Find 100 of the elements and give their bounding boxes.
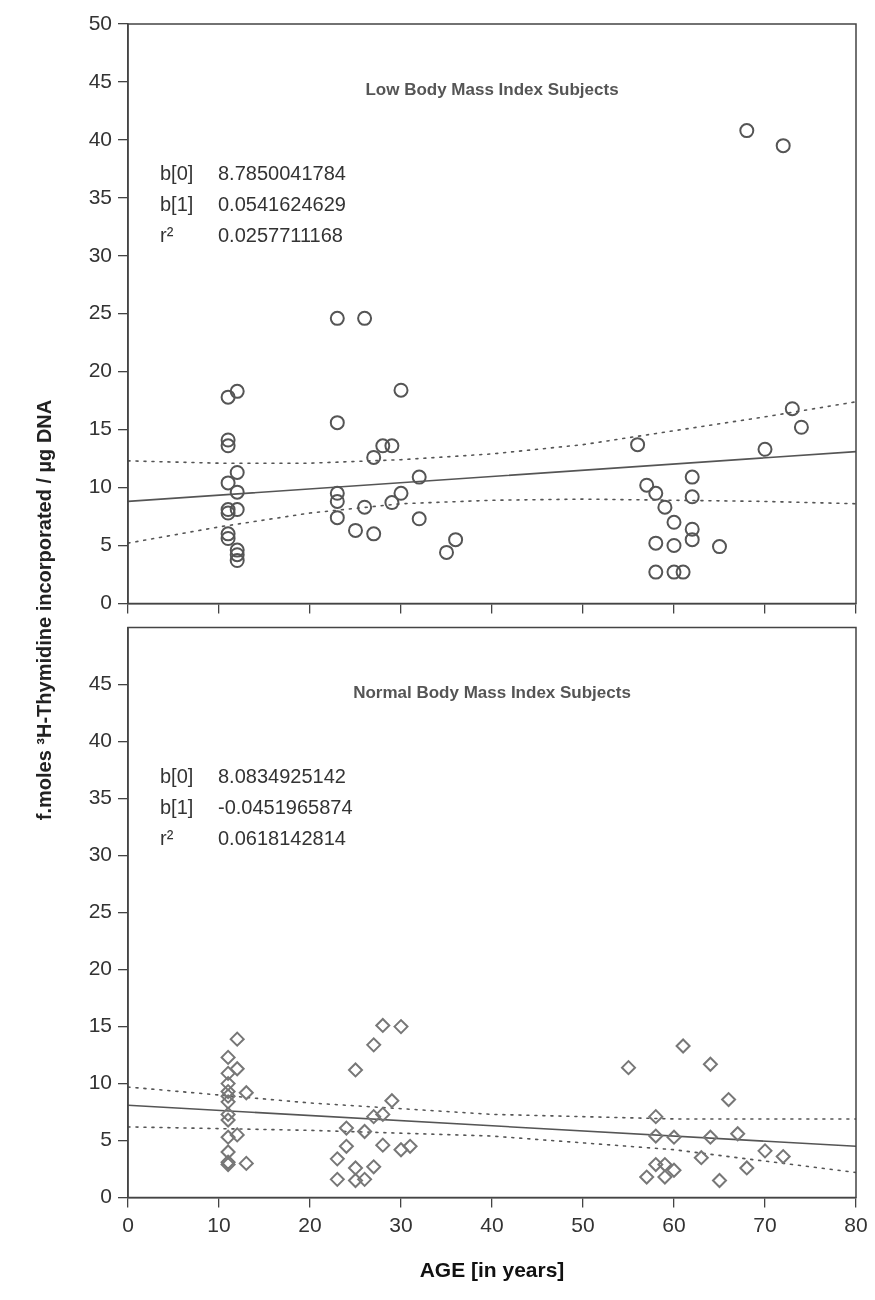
point [348,522,363,538]
point [229,1031,245,1047]
point [648,1157,664,1173]
point [220,1144,236,1160]
point [348,1062,363,1078]
text: r² 0.0618142814 [160,827,346,850]
point [639,1169,655,1185]
point [366,526,382,542]
x-tick-label: 10 [207,1213,231,1236]
point [411,511,427,527]
point [329,1151,345,1167]
y-tick-label: 35 [88,184,112,208]
point [712,539,727,555]
point [229,502,245,518]
y-tick-label: 5 [100,1127,112,1151]
x-tick-label: 60 [662,1213,686,1236]
point [357,1171,373,1187]
point [757,441,773,457]
point [657,1157,673,1173]
point [784,401,800,417]
text: r² 0.0257711168 [160,223,343,246]
x-tick-label: 40 [480,1213,504,1236]
point [712,1173,727,1188]
text: b[0] 8.0834925142 [160,765,346,788]
y-tick-label: 40 [88,126,112,150]
point [357,1123,373,1139]
point [375,438,391,454]
point [739,123,755,139]
x-axis-title: AGE [in years] [419,1258,565,1282]
point [229,383,245,399]
point [366,1159,382,1175]
point [229,1127,245,1143]
text: b[1] 0.0541624629 [160,192,346,215]
point [220,1049,236,1065]
point [220,1088,236,1104]
point [220,432,236,448]
y-tick-label: 25 [88,300,112,324]
point [229,484,245,500]
point [220,526,236,542]
point [775,138,791,154]
point [721,1092,737,1108]
y-tick-label: 15 [88,416,112,440]
x-tick-label: 50 [571,1213,595,1236]
point [220,1112,236,1128]
point [220,1065,236,1081]
point [220,1129,236,1145]
point [666,514,682,530]
point [393,1142,409,1158]
point [739,1160,755,1176]
point [684,532,700,548]
point [439,544,454,560]
point [666,1162,682,1178]
point [402,1138,418,1154]
point [666,537,682,553]
point [238,1085,254,1101]
point [229,464,245,480]
point [684,469,700,485]
point [648,485,664,501]
y-tick-label: 50 [88,10,112,34]
text: Normal Body Mass Index Subjects [353,683,631,703]
point [675,1038,691,1054]
line-series [128,1086,856,1120]
point [375,1106,391,1122]
y-tick-label: 15 [88,1013,112,1037]
x-tick-label: 0 [122,1213,134,1236]
point [238,1155,254,1171]
y-tick-label: 0 [100,1184,112,1208]
point [393,485,409,501]
y-tick-label: 20 [88,956,112,980]
point [757,1143,773,1159]
point [329,415,345,431]
text: Low Body Mass Index Subjects [365,79,619,99]
point [702,1056,718,1072]
point [329,1171,345,1187]
point [384,495,400,511]
point [329,310,345,326]
point [357,499,373,515]
point [684,521,700,537]
point [229,542,245,558]
point [348,1173,363,1188]
y-tick-label: 30 [88,842,112,866]
point [220,531,236,547]
point [220,1084,236,1100]
point [229,547,245,563]
point [730,1126,746,1142]
y-tick-label: 10 [88,474,112,498]
point [648,564,664,580]
y-tick-label: 30 [88,242,112,266]
text: b[1] -0.0451965874 [160,796,353,819]
point [684,489,700,505]
y-tick-label: 45 [88,671,112,695]
y-tick-label: 35 [88,785,112,809]
point [666,564,682,580]
point [220,1106,236,1122]
point [393,382,409,398]
point [220,475,236,491]
point [648,1109,664,1125]
point [621,1060,636,1076]
point [366,1109,382,1125]
point [375,1137,391,1153]
